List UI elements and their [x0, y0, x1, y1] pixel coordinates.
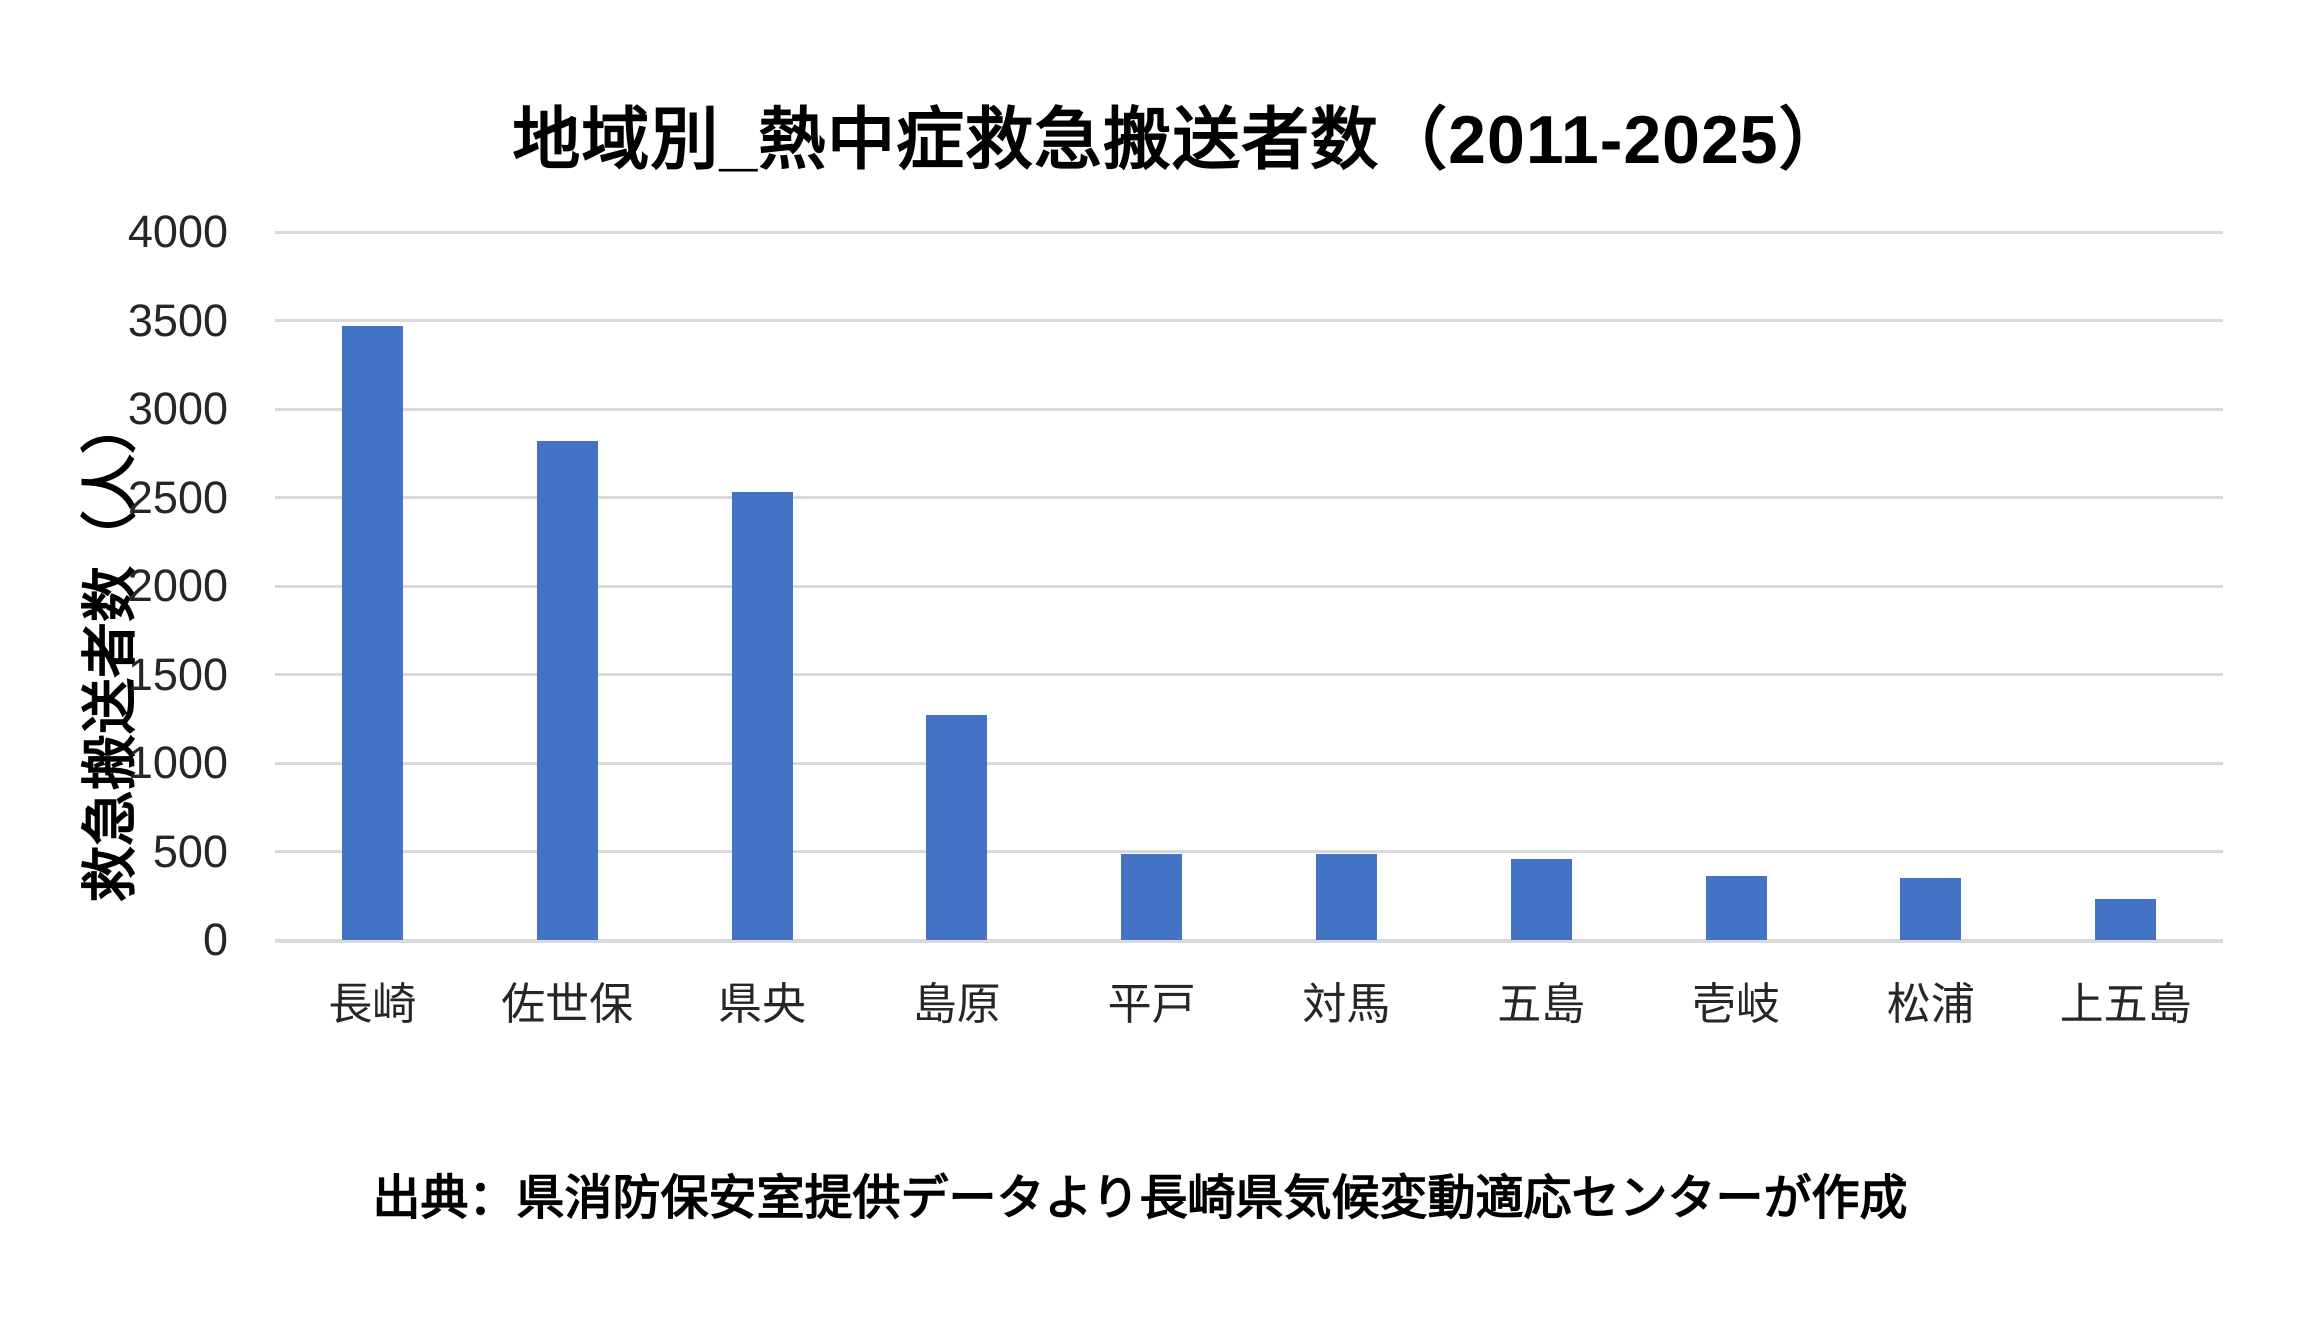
y-tick-label-500: 500	[152, 825, 228, 877]
gridline-1500	[275, 673, 2223, 676]
x-tick-label-長崎: 長崎	[328, 980, 417, 1029]
x-tick-label-佐世保: 佐世保	[501, 980, 634, 1029]
x-tick-label-島原: 島原	[912, 980, 1001, 1029]
bar-上五島	[2095, 899, 2157, 940]
y-tick-label-0: 0	[202, 914, 228, 965]
x-tick-label-松浦: 松浦	[1886, 980, 1975, 1029]
source-note: 出典：県消防保安室提供データより長崎県気候変動適応センターが作成	[372, 1172, 1908, 1225]
x-tick-label-対馬: 対馬	[1302, 980, 1391, 1029]
y-tick-label-1500: 1500	[127, 648, 228, 700]
gridline-4000	[275, 230, 2223, 234]
gridline-2500	[275, 496, 2223, 499]
x-axis-labels: 長崎 佐世保 県央 島原 平戸 対馬 五島 壱岐 松浦 上五島	[275, 968, 2223, 1038]
bar-平戸	[1121, 854, 1183, 940]
y-tick-label-1000: 1000	[127, 737, 228, 788]
gridline-3000	[275, 407, 2223, 411]
bar-対馬	[1315, 854, 1377, 940]
y-tick-label-3500: 3500	[127, 294, 228, 346]
x-tick-label-県央: 県央	[717, 980, 806, 1029]
y-tick-label-2000: 2000	[127, 560, 228, 611]
bar-島原	[926, 715, 988, 940]
x-tick-label-上五島: 上五島	[2059, 980, 2192, 1029]
x-tick-label-壱岐: 壱岐	[1691, 980, 1780, 1029]
bar-松浦	[1900, 878, 1962, 940]
bar-県央	[731, 492, 793, 940]
y-tick-label-4000: 4000	[127, 206, 228, 257]
bar-壱岐	[1705, 876, 1767, 940]
bar-長崎	[341, 325, 403, 940]
y-axis-ticks: 0 500 1000 1500 2000 2500 3000 3500 4000	[0, 206, 232, 965]
y-tick-label-3000: 3000	[127, 383, 228, 434]
chart-title: 地域別_熱中症救急搬送者数（2011-2025）	[512, 102, 1848, 178]
bar-佐世保	[536, 440, 598, 940]
x-tick-label-五島: 五島	[1497, 980, 1586, 1029]
gridline-1000	[275, 761, 2223, 765]
x-axis-baseline	[275, 938, 2223, 943]
gridline-500	[275, 850, 2223, 853]
gridline-2000	[275, 584, 2223, 588]
x-tick-label-平戸: 平戸	[1107, 980, 1196, 1029]
gridline-3500	[275, 319, 2223, 322]
bar-五島	[1510, 859, 1572, 940]
plot-area	[275, 230, 2223, 943]
y-tick-label-2500: 2500	[127, 471, 228, 523]
